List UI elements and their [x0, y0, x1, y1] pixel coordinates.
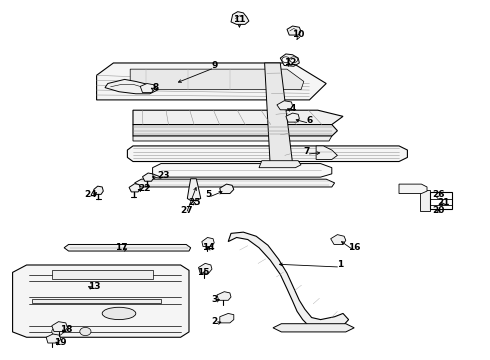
Polygon shape [133, 125, 338, 136]
Polygon shape [94, 186, 103, 194]
Circle shape [290, 57, 297, 63]
Polygon shape [105, 80, 158, 94]
Circle shape [282, 57, 290, 63]
Polygon shape [135, 179, 335, 187]
Text: 15: 15 [197, 268, 209, 277]
Polygon shape [399, 184, 427, 194]
Text: 17: 17 [116, 243, 128, 252]
Polygon shape [430, 192, 452, 209]
Polygon shape [152, 163, 332, 177]
Text: 13: 13 [88, 282, 100, 291]
Polygon shape [280, 54, 299, 66]
Polygon shape [97, 63, 326, 100]
Polygon shape [127, 146, 407, 162]
Text: 8: 8 [152, 83, 159, 92]
Polygon shape [259, 161, 301, 168]
Text: 26: 26 [432, 190, 444, 199]
Polygon shape [140, 84, 155, 93]
Text: 3: 3 [211, 294, 218, 303]
Polygon shape [133, 136, 332, 141]
Text: 18: 18 [60, 325, 72, 334]
Polygon shape [52, 270, 152, 279]
Polygon shape [32, 299, 161, 303]
Polygon shape [217, 292, 231, 300]
Polygon shape [133, 110, 343, 125]
Polygon shape [420, 190, 430, 211]
Text: 11: 11 [233, 15, 245, 24]
Polygon shape [228, 232, 348, 330]
Text: 1: 1 [337, 260, 343, 269]
Text: 21: 21 [438, 198, 450, 207]
Polygon shape [46, 334, 61, 343]
Text: 20: 20 [432, 206, 444, 215]
Text: 6: 6 [306, 116, 313, 125]
Text: 16: 16 [348, 243, 361, 252]
Polygon shape [52, 321, 68, 332]
Text: 23: 23 [158, 171, 170, 180]
Polygon shape [220, 314, 234, 323]
Text: 24: 24 [85, 190, 98, 199]
Text: 22: 22 [138, 184, 150, 193]
Polygon shape [129, 184, 140, 192]
Polygon shape [331, 235, 346, 244]
Text: 19: 19 [54, 338, 67, 347]
Polygon shape [286, 113, 299, 122]
Polygon shape [316, 146, 338, 159]
Polygon shape [287, 26, 301, 35]
Text: 14: 14 [202, 243, 215, 252]
Circle shape [52, 327, 63, 336]
Text: 27: 27 [180, 206, 193, 215]
Polygon shape [202, 238, 214, 247]
Polygon shape [265, 63, 293, 166]
Text: 25: 25 [188, 198, 201, 207]
Text: 5: 5 [205, 190, 212, 199]
Polygon shape [231, 12, 249, 24]
Text: 12: 12 [284, 58, 296, 67]
Polygon shape [277, 101, 293, 110]
Polygon shape [220, 184, 234, 194]
Text: 10: 10 [292, 30, 304, 39]
Polygon shape [187, 179, 201, 201]
Text: 9: 9 [211, 60, 218, 69]
Polygon shape [198, 264, 212, 273]
Polygon shape [13, 265, 189, 337]
Polygon shape [143, 173, 154, 181]
Polygon shape [130, 69, 304, 90]
Text: 7: 7 [303, 147, 310, 156]
Ellipse shape [102, 307, 136, 320]
Polygon shape [64, 244, 191, 251]
Circle shape [80, 327, 91, 336]
Text: 2: 2 [211, 317, 218, 326]
Text: 4: 4 [290, 104, 296, 113]
Polygon shape [273, 324, 354, 332]
